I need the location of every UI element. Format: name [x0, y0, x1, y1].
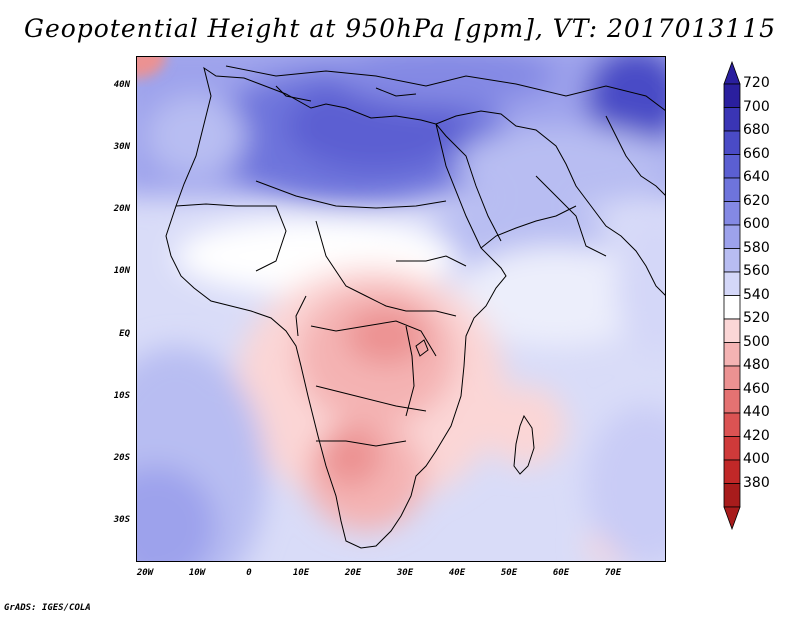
colorbar-bottom-arrow — [723, 506, 741, 531]
colorbar-label: 400 — [743, 451, 770, 467]
lon-label: 20E — [344, 568, 362, 578]
colorbar-swatch — [723, 107, 741, 132]
map-border — [136, 56, 666, 562]
colorbar-label: 620 — [743, 192, 770, 209]
lat-label: 10S — [113, 391, 130, 401]
colorbar-label: 460 — [743, 380, 770, 397]
colorbar-label: 580 — [743, 239, 770, 256]
lat-label: 30S — [113, 515, 130, 525]
colorbar — [723, 60, 741, 531]
colorbar-label: 500 — [743, 333, 770, 350]
colorbar-swatch — [723, 318, 741, 343]
colorbar-label: 720 — [743, 75, 770, 91]
colorbar-swatch — [723, 459, 741, 484]
lat-label: 30N — [113, 142, 130, 152]
colorbar-swatch — [723, 389, 741, 414]
colorbar-label: 380 — [743, 474, 770, 491]
corner-low-spot — [136, 56, 166, 78]
colorbar-label: 540 — [743, 286, 770, 303]
colorbar-label: 480 — [743, 357, 770, 373]
colorbar-label: 560 — [743, 263, 770, 279]
lat-label: 40N — [113, 80, 130, 90]
colorbar-swatch — [723, 83, 741, 108]
footer-credit: GrADS: IGES/COLA — [4, 603, 91, 613]
colorbar-label: 680 — [743, 122, 770, 138]
lon-label: 10W — [188, 568, 206, 578]
lon-label: 50E — [500, 568, 518, 578]
colorbar-swatch — [723, 271, 741, 296]
colorbar-label: 640 — [743, 169, 770, 185]
lon-label: 60E — [552, 568, 570, 578]
colorbar-label: 440 — [743, 404, 770, 420]
colorbar-swatch — [723, 177, 741, 202]
lat-label: EQ — [119, 329, 130, 339]
lat-label: 20S — [113, 453, 130, 463]
lon-label: 30E — [396, 568, 414, 578]
colorbar-swatch — [723, 248, 741, 273]
colorbar-swatch — [723, 342, 741, 367]
lon-label: 70E — [604, 568, 622, 578]
geopotential-map — [136, 56, 666, 562]
coastlines — [165, 65, 666, 549]
colorbar-label: 420 — [743, 427, 770, 444]
colorbar-swatch — [723, 483, 741, 508]
colorbar-top-arrow — [723, 60, 741, 85]
map-frame — [136, 56, 666, 562]
colorbar-swatch — [723, 295, 741, 320]
lon-label: 0 — [246, 568, 252, 578]
lon-label: 20W — [136, 568, 154, 578]
colorbar-swatch — [723, 412, 741, 437]
colorbar-swatch — [723, 224, 741, 249]
colorbar-label: 660 — [743, 145, 770, 162]
colorbar-swatch — [723, 130, 741, 155]
colorbar-label: 700 — [743, 98, 770, 115]
map-title: Geopotential Height at 950hPa [gpm], VT:… — [23, 14, 777, 43]
colorbar-label: 600 — [743, 216, 770, 232]
colorbar-swatch — [723, 436, 741, 461]
height-field — [136, 56, 666, 562]
colorbar-label: 520 — [743, 310, 770, 326]
colorbar-swatch — [723, 201, 741, 226]
lon-label: 40E — [448, 568, 466, 578]
lat-label: 10N — [113, 266, 130, 276]
colorbar-swatch — [723, 365, 741, 390]
lat-label: 20N — [113, 204, 130, 214]
lon-label: 10E — [292, 568, 310, 578]
colorbar-swatch — [723, 154, 741, 179]
